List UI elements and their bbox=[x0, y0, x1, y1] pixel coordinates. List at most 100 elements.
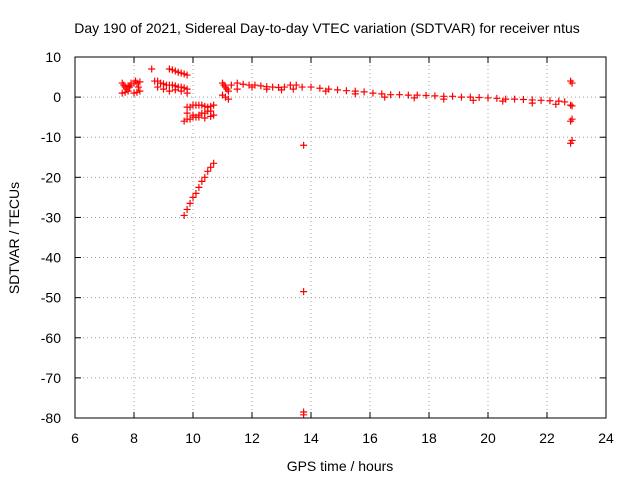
data-point bbox=[183, 109, 191, 117]
data-point bbox=[227, 81, 235, 89]
data-point bbox=[396, 91, 403, 99]
y-tick-label: -20 bbox=[41, 169, 61, 185]
x-tick-label: 24 bbox=[598, 430, 614, 446]
data-point bbox=[148, 65, 156, 73]
x-axis-label: GPS time / hours bbox=[287, 458, 394, 474]
axis-ticks: 6 8 10 12 14 16 18 20 22 24 10 0 -10 -20 -30 -40 -50 -60 -… bbox=[41, 49, 614, 446]
y-tick-label: 10 bbox=[45, 49, 61, 65]
data-point bbox=[378, 90, 386, 98]
y-tick-label: 0 bbox=[53, 89, 61, 105]
x-tick-label: 8 bbox=[130, 430, 138, 446]
data-point bbox=[567, 101, 575, 109]
data-point bbox=[257, 82, 265, 90]
data-point bbox=[561, 98, 569, 106]
data-point bbox=[210, 101, 218, 109]
data-point bbox=[224, 87, 232, 95]
data-point bbox=[499, 97, 507, 105]
data-point bbox=[381, 93, 389, 101]
data-point bbox=[422, 92, 430, 100]
y-tick-label: -80 bbox=[41, 410, 61, 426]
data-point bbox=[118, 89, 126, 97]
data-point bbox=[307, 83, 315, 91]
data-point bbox=[449, 92, 457, 100]
data-point bbox=[546, 97, 554, 105]
data-point bbox=[171, 67, 179, 75]
y-tick-label: -10 bbox=[41, 129, 61, 145]
data-point bbox=[136, 78, 144, 86]
data-point bbox=[248, 83, 256, 91]
data-point bbox=[387, 91, 395, 99]
data-point bbox=[475, 94, 483, 102]
data-point bbox=[469, 96, 477, 104]
data-point bbox=[195, 183, 203, 191]
data-point bbox=[177, 87, 185, 95]
data-point bbox=[201, 102, 209, 110]
data-point bbox=[174, 68, 182, 76]
x-tick-label: 12 bbox=[244, 430, 260, 446]
data-point bbox=[168, 81, 176, 89]
data-point bbox=[192, 189, 200, 197]
data-point bbox=[210, 159, 218, 167]
y-axis-label: SDTVAR / TECUs bbox=[6, 182, 22, 294]
y-tick-label: -50 bbox=[41, 290, 61, 306]
y-tick-label: -60 bbox=[41, 330, 61, 346]
data-point bbox=[124, 82, 132, 90]
data-point bbox=[183, 89, 191, 97]
data-point bbox=[204, 167, 212, 175]
data-point bbox=[316, 84, 324, 92]
data-point bbox=[360, 88, 368, 96]
chart-title: Day 190 of 2021, Sidereal Day-to-day VTE… bbox=[74, 20, 580, 36]
data-point bbox=[157, 79, 165, 87]
data-point bbox=[278, 86, 285, 94]
x-tick-label: 20 bbox=[480, 430, 496, 446]
data-point bbox=[493, 94, 501, 102]
data-point bbox=[431, 92, 439, 100]
data-point bbox=[224, 95, 232, 103]
data-point bbox=[269, 83, 277, 91]
data-point bbox=[351, 90, 359, 98]
x-tick-label: 6 bbox=[71, 430, 79, 446]
data-point bbox=[121, 88, 129, 96]
grid bbox=[75, 57, 606, 418]
data-point bbox=[519, 96, 527, 104]
data-point bbox=[404, 91, 412, 99]
data-point bbox=[171, 86, 179, 94]
data-point bbox=[484, 94, 492, 102]
x-tick-label: 22 bbox=[539, 430, 555, 446]
data-point bbox=[198, 177, 206, 185]
data-point bbox=[180, 84, 188, 92]
data-point bbox=[457, 93, 465, 101]
y-tick-label: -30 bbox=[41, 209, 61, 225]
data-point bbox=[198, 101, 206, 109]
data-point bbox=[298, 83, 306, 91]
data-point bbox=[165, 65, 173, 73]
data-point bbox=[180, 211, 188, 219]
data-point bbox=[568, 136, 576, 144]
data-point bbox=[168, 66, 176, 74]
data-point bbox=[186, 199, 194, 207]
data-point bbox=[263, 85, 271, 93]
x-tick-label: 16 bbox=[362, 430, 378, 446]
data-point bbox=[165, 87, 173, 95]
data-point bbox=[289, 85, 297, 93]
data-point bbox=[133, 88, 141, 96]
data-point bbox=[189, 193, 197, 201]
data-point bbox=[180, 70, 188, 78]
data-point bbox=[334, 86, 342, 94]
data-point bbox=[300, 288, 308, 296]
data-point bbox=[286, 81, 294, 89]
x-tick-label: 14 bbox=[303, 430, 319, 446]
data-point bbox=[322, 87, 330, 95]
data-point bbox=[300, 411, 308, 419]
data-point bbox=[239, 80, 247, 88]
data-point bbox=[207, 107, 215, 115]
data-point bbox=[133, 79, 141, 87]
data-point bbox=[177, 69, 185, 77]
data-point bbox=[369, 89, 377, 97]
data-point bbox=[466, 93, 474, 101]
data-point bbox=[136, 87, 144, 95]
data-point bbox=[183, 71, 191, 79]
data-point bbox=[440, 95, 448, 103]
data-point bbox=[528, 99, 536, 107]
x-tick-label: 10 bbox=[185, 430, 201, 446]
